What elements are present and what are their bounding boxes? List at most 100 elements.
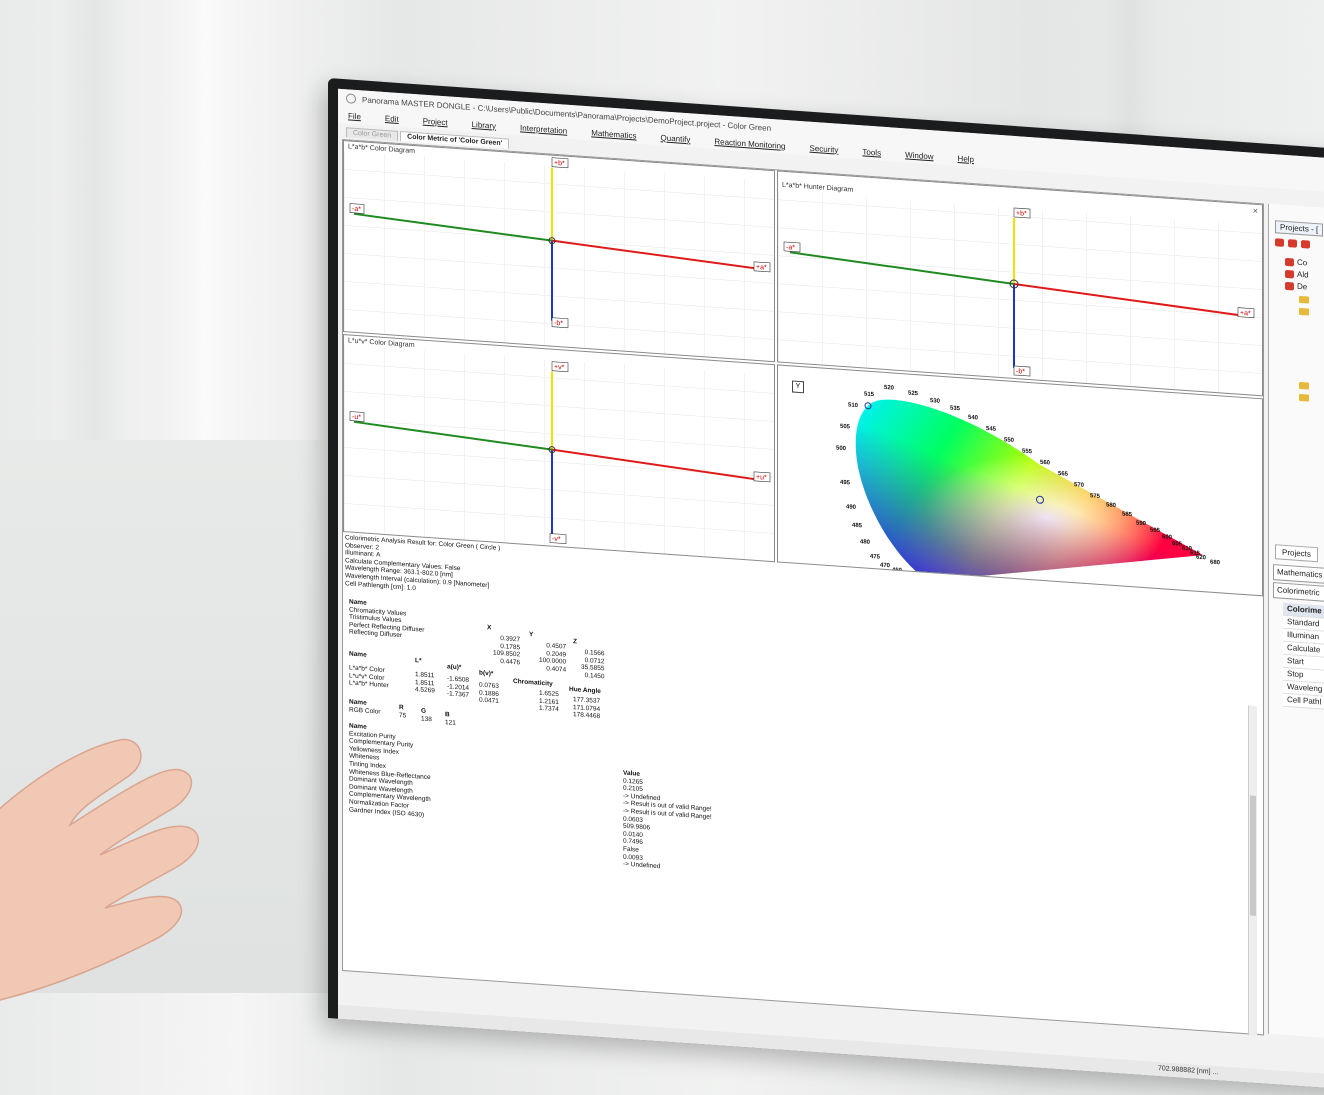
column-header: a(u)* [447,663,462,672]
u-positive-axis [551,448,765,482]
screen: Panorama MASTER DONGLE - C:\Users\Public… [338,88,1324,1095]
tree-folder[interactable] [1299,393,1309,402]
column-header: Chromaticity [513,677,553,688]
wl-label: 605 [1172,541,1183,548]
column-header: G [421,707,427,715]
wl-label: 535 [950,405,961,412]
tree-folder[interactable] [1299,381,1309,390]
wl-label: 545 [986,426,997,433]
folder-icon [1299,393,1309,402]
label-neg-u: -u* [352,414,361,422]
label-pos-v: +v* [554,364,565,372]
hunter-diagram-panel: L*a*b* Hunter Diagram × +b* -b* -a* [777,170,1263,397]
hand [0,738,200,1001]
status-text: 702.988882 [nm] ... [1158,1065,1219,1077]
wl-label: 595 [1150,527,1161,534]
column-header: B [445,711,450,719]
menu-tools[interactable]: Tools [862,146,882,158]
menu-help[interactable]: Help [957,153,974,164]
label-pos-a: +a* [1240,310,1251,318]
column-header: R [399,703,404,712]
grid [344,151,774,362]
wl-label: 570 [1074,482,1085,489]
menu-security[interactable]: Security [809,143,839,155]
wl-label: 520 [884,385,895,392]
menu-edit[interactable]: Edit [384,113,399,124]
wl-label: 470 [880,563,891,570]
wl-label: 475 [870,554,881,561]
menu-project[interactable]: Project [422,116,448,127]
label-neg-a: -a* [352,206,361,214]
tree-item[interactable]: Ald [1285,269,1309,280]
wl-label: 500 [836,446,847,453]
wl-label: 510 [848,402,859,409]
table-cell: 1.7374 [539,704,559,714]
menu-library[interactable]: Library [471,119,497,131]
wl-label: 515 [864,391,875,398]
column-header: b(v)* [479,669,494,678]
menu-mathematics[interactable]: Mathematics [591,127,637,141]
y-button[interactable]: Y [792,380,804,394]
project-icon [1285,281,1294,291]
menu-interpretation[interactable]: Interpretation [520,122,568,136]
property-row[interactable]: Cell Pathl [1283,693,1324,718]
folder-icon [1299,381,1309,390]
wl-label: 505 [840,424,851,431]
luv-diagram-panel: L*u*v* Color Diagram +v* -v* -u* [343,334,775,563]
scrollbar-thumb[interactable] [1250,795,1256,916]
table-cell: 0.1450 [584,671,605,681]
wl-label: 585 [1122,512,1133,519]
menu-file[interactable]: File [348,110,361,121]
close-project-icon[interactable] [1301,240,1310,249]
u-negative-axis [353,420,553,451]
table-cell: -1.7367 [447,690,470,700]
wl-label: 615 [1190,550,1201,557]
results-scrollbar[interactable] [1248,705,1257,1036]
cie-diagram: 520 515 510 525 530 535 540 545 550 555 … [836,385,1221,584]
lab-diagram-panel: L*a*b* Color Diagram +b* -b* -a* [343,140,775,363]
app-icon [346,93,356,104]
menu-window[interactable]: Window [905,149,934,161]
menu-reaction-monitoring[interactable]: Reaction Monitoring [714,136,786,151]
tree-item[interactable]: De [1285,281,1307,291]
lab-diagram: +b* -b* -a* +a* [344,151,774,362]
label-neg-v: -v* [552,536,561,544]
wavelength-marker [864,402,872,410]
tab-projects[interactable]: Projects [1275,544,1318,563]
project-icon [1285,269,1294,279]
wl-label: 590 [1136,521,1147,528]
folder-icon [1299,307,1309,316]
a-positive-axis [1013,282,1249,318]
row-name: L*a*b* Hunter [349,679,389,690]
column-header: L* [415,657,422,665]
color-point [1036,495,1044,504]
wl-label: 485 [852,523,863,530]
column-header: Name [349,650,367,659]
wl-label: 525 [908,391,919,398]
label-pos-u: +u* [756,474,767,482]
tree-item[interactable]: Co [1285,257,1307,267]
grid [344,345,774,562]
projects-sidepanel: Projects - [ Co Ald De Projects Mathemat… [1268,203,1324,1046]
wl-label: 480 [860,539,871,546]
label-pos-b: +b* [1016,210,1027,218]
close-icon[interactable]: × [1252,205,1258,217]
wl-label: 560 [1040,460,1051,467]
table-cell: 138 [421,715,432,724]
save-project-icon[interactable] [1288,239,1297,248]
column-header: Y [529,631,534,639]
wl-label: 580 [1106,502,1117,509]
tree-folder[interactable] [1299,307,1309,316]
wl-label: 610 [1182,546,1193,553]
table-cell: 0.0471 [479,696,499,706]
label-neg-a: -a* [786,244,795,252]
open-project-icon[interactable] [1275,238,1284,247]
table-cell: 178.4468 [573,711,601,721]
projects-header[interactable]: Projects - [ [1275,220,1324,237]
tree-folder[interactable] [1299,295,1309,304]
table-cell: 0.4074 [546,665,567,674]
wl-label: 620 [1196,555,1207,562]
monitor: Panorama MASTER DONGLE - C:\Users\Public… [328,78,1324,1095]
menu-quantify[interactable]: Quantify [660,132,691,144]
a-positive-axis [551,239,765,271]
